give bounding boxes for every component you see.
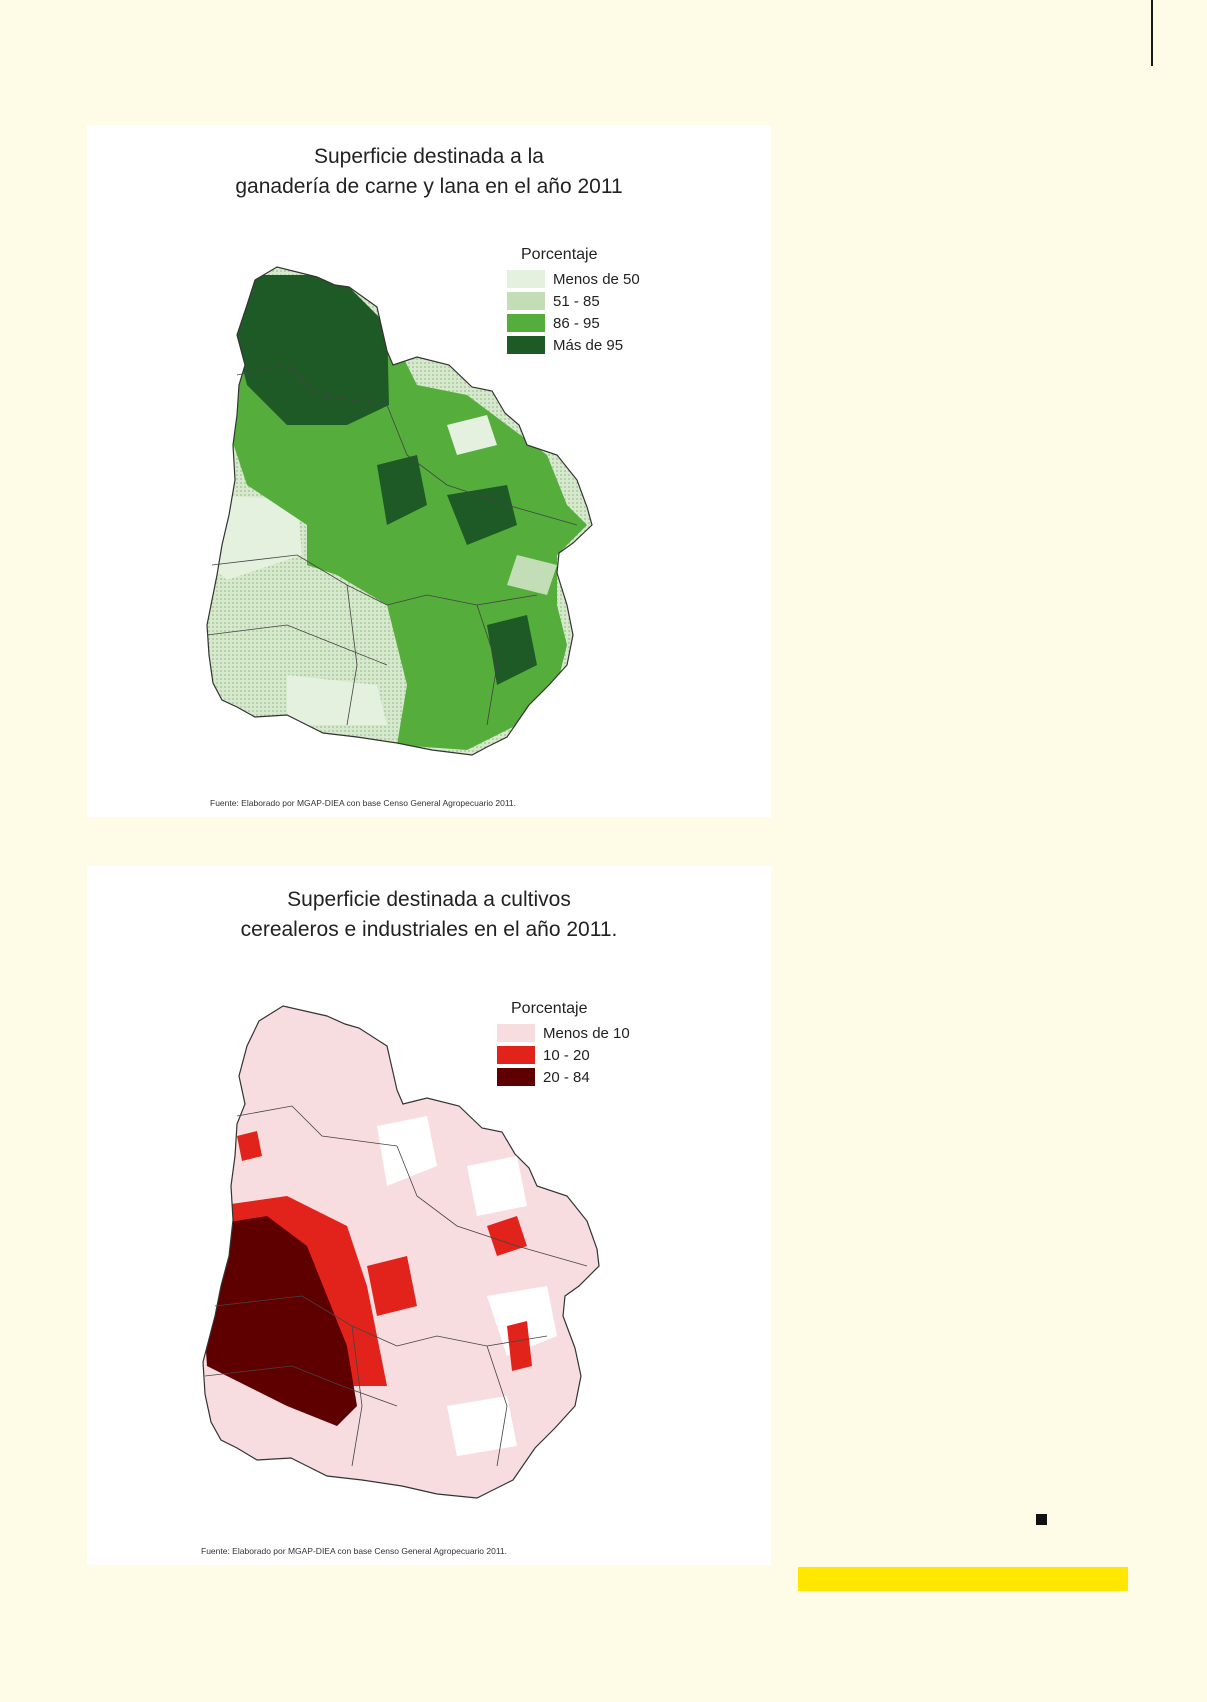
zone-low [209,495,302,580]
yellow-accent-bar [798,1567,1128,1591]
end-square-bullet [1036,1514,1047,1525]
legend-swatch [507,292,545,310]
department-borders [204,1105,588,1467]
title-line-2: ganadería de carne y lana en el año 2011 [235,175,623,198]
zone-10-20 [367,1256,417,1316]
legend-item: 86 - 95 [507,312,640,334]
zone-blank [467,1156,527,1216]
zone-over-95 [377,455,427,525]
livestock-map-legend: Porcentaje Menos de 50 51 - 85 86 - 95 M… [507,246,640,356]
legend-title: Porcentaje [511,1000,588,1017]
zone-20-84 [203,1216,357,1426]
crops-map-title: Superficie destinada a cultivos cerealer… [87,885,771,945]
legend-swatch [507,314,545,332]
legend-swatch [497,1068,535,1086]
zone-blank [447,1396,517,1456]
crops-map-source: Fuente: Elaborado por MGAP-DIEA con base… [201,1546,508,1556]
livestock-map [206,266,593,756]
zone-blank [487,1286,557,1356]
title-line-1: Superficie destinada a cultivos [287,888,571,911]
zone-low [287,675,387,725]
zone-10-20 [507,1321,532,1371]
legend-item: 51 - 85 [507,290,640,312]
zone-10-20 [237,1131,262,1161]
title-line-2: cerealeros e industriales en el año 2011… [240,918,618,941]
livestock-map-title: Superficie destinada a la ganadería de c… [87,142,771,202]
title-line-1: Superficie destinada a la [314,145,544,168]
legend-item: 10 - 20 [497,1044,630,1066]
legend-label: 20 - 84 [543,1068,590,1086]
legend-item: Menos de 10 [497,1022,630,1044]
legend-label: 86 - 95 [553,314,600,332]
legend-label: Menos de 10 [543,1024,630,1042]
crops-map-panel: Superficie destinada a cultivos cerealer… [87,866,771,1565]
legend-swatch [497,1046,535,1064]
zone-blank [377,1116,437,1186]
zone-over-95 [487,615,537,685]
legend-item: Menos de 50 [507,268,640,290]
legend-item: Más de 95 [507,334,640,356]
zone-over-95 [447,485,517,545]
crops-map-legend: Porcentaje Menos de 10 10 - 20 20 - 84 [497,1000,630,1088]
zone-over-95 [237,275,389,425]
legend-swatch [497,1024,535,1042]
department-borders [206,364,578,726]
livestock-map-source: Fuente: Elaborado por MGAP-DIEA con base… [210,798,517,808]
legend-swatch [507,270,545,288]
legend-label: 51 - 85 [553,292,600,310]
legend-label: Más de 95 [553,336,624,354]
crops-map [202,1005,600,1499]
page-edge-rule [1151,0,1153,66]
zone-low [447,415,497,455]
legend-title: Porcentaje [521,246,598,263]
zone-51-85 [507,555,557,595]
legend-label: Menos de 50 [553,270,640,288]
livestock-map-panel: Superficie destinada a la ganadería de c… [87,125,771,817]
legend-label: 10 - 20 [543,1046,590,1064]
legend-item: 20 - 84 [497,1066,630,1088]
legend-swatch [507,336,545,354]
